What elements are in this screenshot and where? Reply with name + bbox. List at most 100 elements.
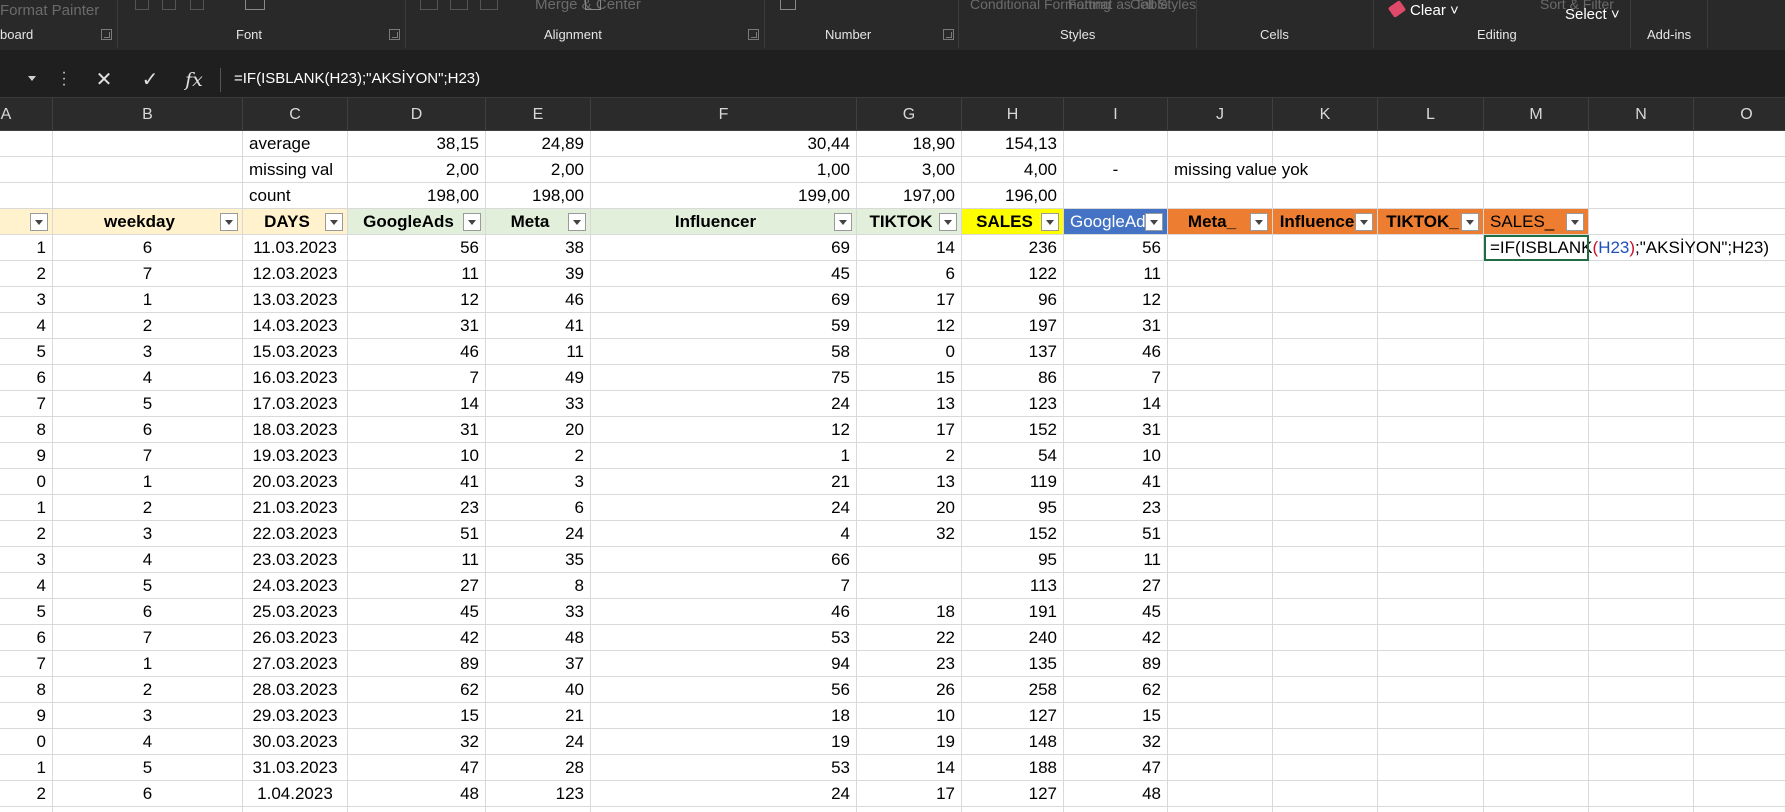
cell-h[interactable]: 137 bbox=[962, 339, 1064, 365]
cell-a[interactable]: 3 bbox=[0, 547, 53, 573]
cell-b[interactable]: 5 bbox=[53, 573, 243, 599]
cell-k[interactable] bbox=[1273, 365, 1378, 391]
cell-g[interactable]: 3,00 bbox=[857, 157, 962, 183]
cell-c[interactable]: 1.04.2023 bbox=[243, 781, 348, 807]
cell-e[interactable]: 24 bbox=[486, 729, 591, 755]
filter-dropdown-icon[interactable] bbox=[30, 213, 48, 231]
cell-i[interactable]: 46 bbox=[1064, 339, 1168, 365]
cell-h[interactable]: 240 bbox=[962, 625, 1064, 651]
cell-d[interactable]: 11 bbox=[348, 261, 486, 287]
cell-i[interactable]: 42 bbox=[1064, 625, 1168, 651]
cell-h[interactable]: 96 bbox=[962, 287, 1064, 313]
cell-m[interactable] bbox=[1484, 521, 1589, 547]
cell-e[interactable]: 8 bbox=[486, 573, 591, 599]
cell-l[interactable] bbox=[1378, 495, 1484, 521]
filter-dropdown-icon[interactable] bbox=[1355, 213, 1373, 231]
cell-e[interactable]: 2,00 bbox=[486, 157, 591, 183]
cell-c[interactable]: count bbox=[243, 183, 348, 209]
cell-a[interactable]: 0 bbox=[0, 729, 53, 755]
cell-f[interactable]: 56 bbox=[591, 677, 857, 703]
cell-a[interactable]: 6 bbox=[0, 625, 53, 651]
cell-o[interactable] bbox=[1694, 443, 1785, 469]
cell-n[interactable] bbox=[1589, 365, 1694, 391]
cell-o[interactable] bbox=[1694, 313, 1785, 339]
cell-g[interactable]: 13 bbox=[857, 391, 962, 417]
cell-i[interactable]: 11 bbox=[1064, 261, 1168, 287]
column-header-a[interactable]: A bbox=[0, 98, 53, 131]
cell-b[interactable]: 7 bbox=[53, 625, 243, 651]
cell-e[interactable]: 39 bbox=[486, 261, 591, 287]
table-header-a[interactable]: D bbox=[0, 209, 53, 235]
table-header-i[interactable]: GoogleAd bbox=[1064, 209, 1168, 235]
cell-o[interactable] bbox=[1694, 677, 1785, 703]
cell-c[interactable]: 29.03.2023 bbox=[243, 703, 348, 729]
cell-l[interactable] bbox=[1378, 573, 1484, 599]
cell-l[interactable] bbox=[1378, 703, 1484, 729]
cell-l[interactable] bbox=[1378, 391, 1484, 417]
cell-i[interactable]: 51 bbox=[1064, 521, 1168, 547]
alignment-launcher-icon[interactable] bbox=[748, 29, 759, 40]
cell-c[interactable]: 24.03.2023 bbox=[243, 573, 348, 599]
cell-d[interactable]: 10 bbox=[348, 443, 486, 469]
cell-d[interactable]: 12 bbox=[348, 287, 486, 313]
cell-l[interactable] bbox=[1378, 651, 1484, 677]
cell-e[interactable]: 6 bbox=[486, 495, 591, 521]
cell-n[interactable] bbox=[1589, 261, 1694, 287]
cell-n[interactable] bbox=[1589, 625, 1694, 651]
cell-m[interactable] bbox=[1484, 313, 1589, 339]
cell-g[interactable]: 18 bbox=[857, 599, 962, 625]
cell-j[interactable] bbox=[1168, 391, 1273, 417]
cell-d[interactable]: 51 bbox=[348, 521, 486, 547]
filter-dropdown-icon[interactable] bbox=[1145, 213, 1163, 231]
filter-dropdown-icon[interactable] bbox=[1041, 213, 1059, 231]
cell-h[interactable]: 54 bbox=[962, 443, 1064, 469]
cell-e[interactable]: 2 bbox=[486, 443, 591, 469]
cell-b[interactable]: 6 bbox=[53, 781, 243, 807]
cell-h[interactable]: 135 bbox=[962, 651, 1064, 677]
cell-b[interactable]: 7 bbox=[53, 443, 243, 469]
cell-e[interactable]: 123 bbox=[486, 781, 591, 807]
cell-e[interactable]: 35 bbox=[486, 547, 591, 573]
cell-o[interactable] bbox=[1694, 729, 1785, 755]
cell-i[interactable]: 27 bbox=[1064, 573, 1168, 599]
cell-g[interactable]: 23 bbox=[857, 651, 962, 677]
cell-e[interactable]: 49 bbox=[486, 365, 591, 391]
cell-b[interactable]: 1 bbox=[53, 469, 243, 495]
cell-i[interactable]: 31 bbox=[1064, 417, 1168, 443]
cell-h[interactable]: 154,13 bbox=[962, 131, 1064, 157]
cell-o[interactable] bbox=[1694, 547, 1785, 573]
cell-n[interactable] bbox=[1589, 235, 1694, 261]
number-launcher-icon[interactable] bbox=[943, 29, 954, 40]
cell-o[interactable] bbox=[1694, 573, 1785, 599]
cell-f[interactable]: 24 bbox=[591, 391, 857, 417]
cell-d[interactable]: 38,15 bbox=[348, 131, 486, 157]
cell-f[interactable]: 69 bbox=[591, 287, 857, 313]
cell-o[interactable] bbox=[1694, 365, 1785, 391]
cell-b[interactable]: 6 bbox=[53, 235, 243, 261]
cell-d[interactable]: 42 bbox=[348, 625, 486, 651]
cell-i[interactable] bbox=[1064, 807, 1168, 812]
cell-m[interactable] bbox=[1484, 495, 1589, 521]
cell-f[interactable]: 53 bbox=[591, 625, 857, 651]
cell-f[interactable]: 59 bbox=[591, 313, 857, 339]
cell-i[interactable]: 7 bbox=[1064, 365, 1168, 391]
align-left-icon[interactable] bbox=[420, 0, 438, 10]
cell-o[interactable] bbox=[1694, 469, 1785, 495]
cell-e[interactable]: 24,89 bbox=[486, 131, 591, 157]
cell-k[interactable] bbox=[1273, 521, 1378, 547]
cell-k[interactable] bbox=[1273, 703, 1378, 729]
cell-a[interactable]: 6 bbox=[0, 365, 53, 391]
cell-i[interactable]: 11 bbox=[1064, 547, 1168, 573]
cell-a[interactable]: 9 bbox=[0, 443, 53, 469]
cell-h[interactable]: 196,00 bbox=[962, 183, 1064, 209]
cell-i[interactable]: 15 bbox=[1064, 703, 1168, 729]
cell-b[interactable] bbox=[53, 157, 243, 183]
cell-m[interactable] bbox=[1484, 287, 1589, 313]
cell-k[interactable] bbox=[1273, 547, 1378, 573]
cell-b[interactable]: 4 bbox=[53, 365, 243, 391]
cell-e[interactable]: 20 bbox=[486, 417, 591, 443]
cell-n[interactable] bbox=[1589, 157, 1694, 183]
cell-c[interactable]: 19.03.2023 bbox=[243, 443, 348, 469]
cell-l[interactable] bbox=[1378, 261, 1484, 287]
cell-a[interactable] bbox=[0, 131, 53, 157]
